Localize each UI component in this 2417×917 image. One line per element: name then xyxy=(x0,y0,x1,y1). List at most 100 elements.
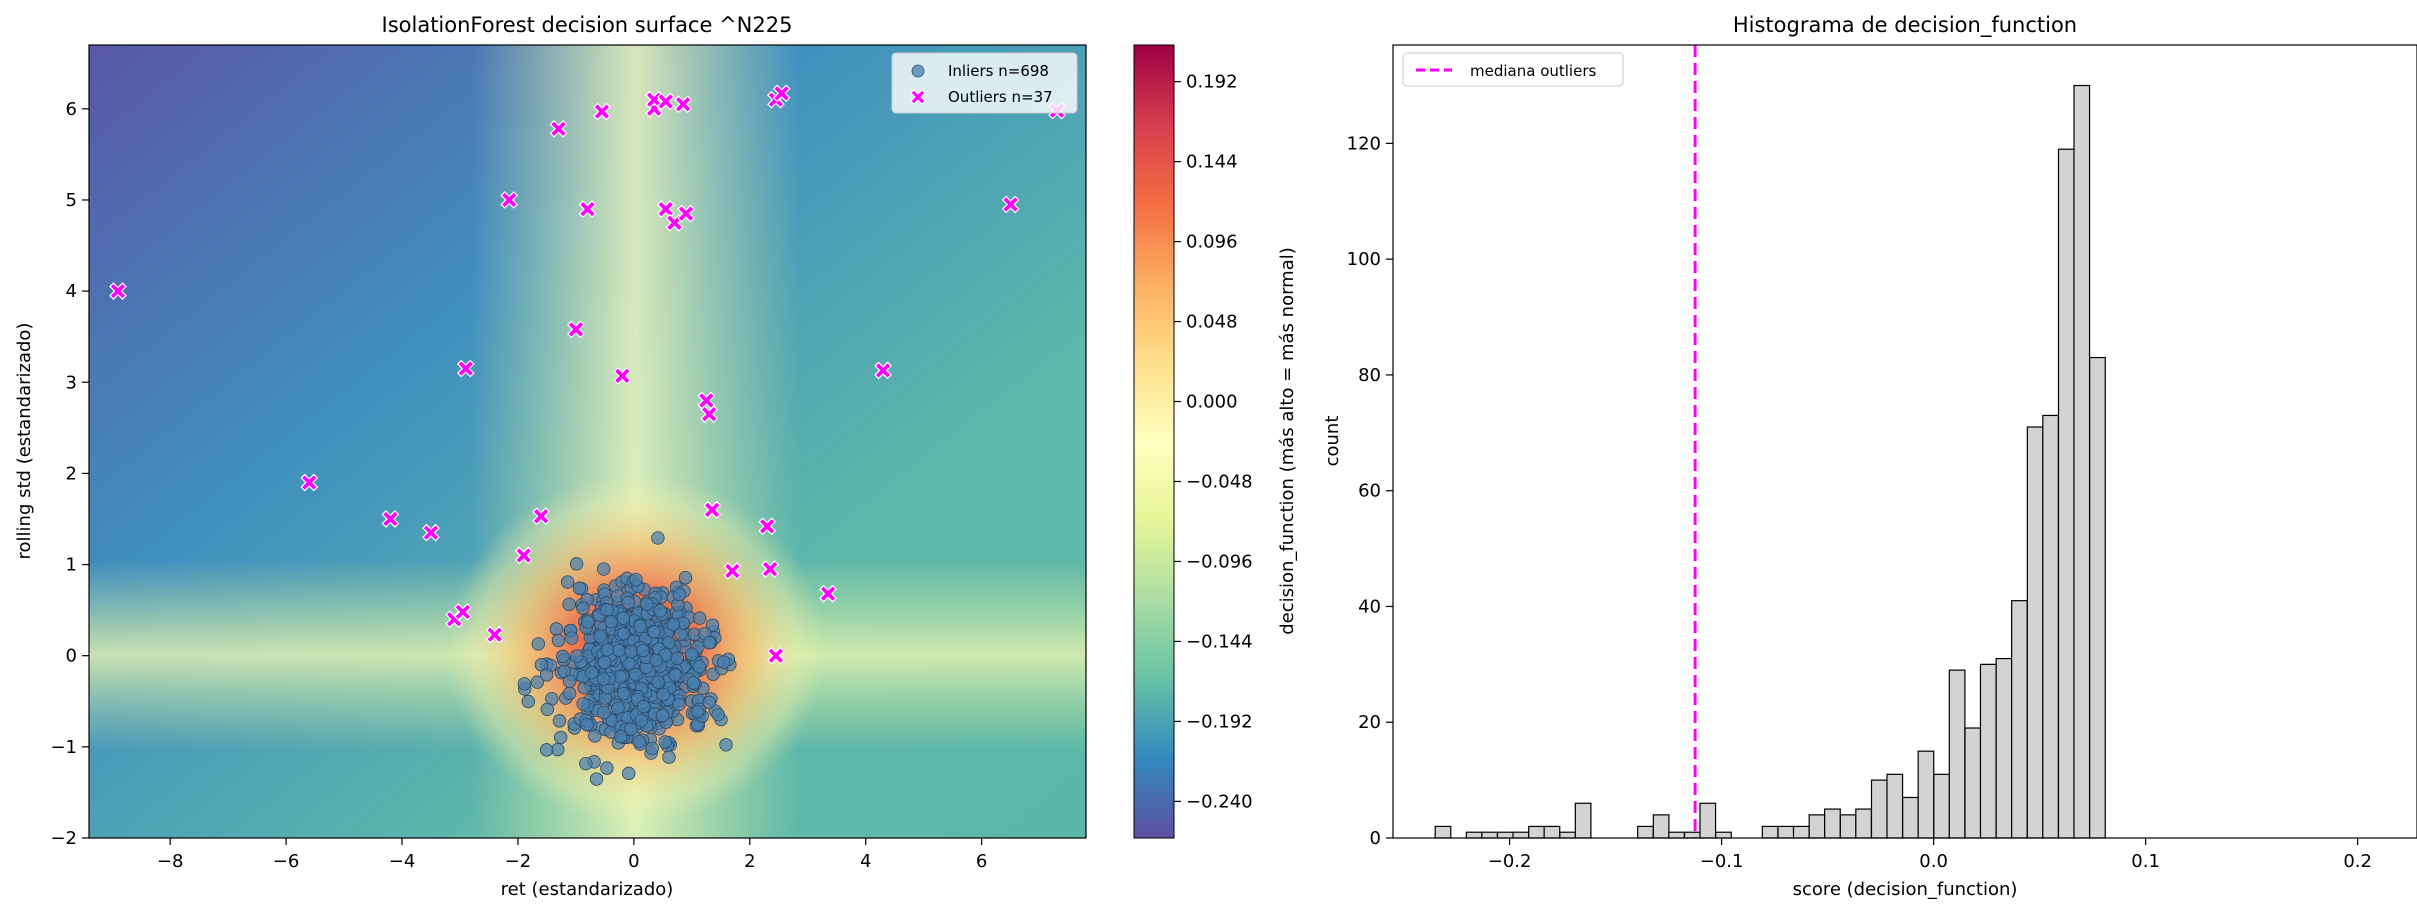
left-y-tick-label: 1 xyxy=(66,555,77,576)
left-axes: −8 −6 −4 −2 0 2 4 6 −2 −1 0 1 2 3 4 5 6 xyxy=(50,99,987,872)
right-axes: −0.2 −0.1 0.0 0.1 0.2 0 20 40 60 80 100 120 xyxy=(1347,133,2372,872)
inlier-point xyxy=(612,643,626,658)
inlier-point xyxy=(719,738,733,752)
outlier-point xyxy=(485,625,504,644)
outlier-point xyxy=(697,391,716,410)
outlier-point xyxy=(772,84,791,103)
outlier-point xyxy=(613,367,632,385)
colorbar-tick-label: 0.000 xyxy=(1186,392,1238,413)
right-x-tick-label: 0.0 xyxy=(1919,851,1948,872)
inlier-point xyxy=(613,729,628,744)
inlier-point xyxy=(640,597,654,611)
right-chart-title: Histograma de decision_function xyxy=(1733,13,2077,38)
left-y-tick-label: 6 xyxy=(66,99,77,120)
inlier-point xyxy=(622,766,636,781)
outlier-point xyxy=(677,204,695,223)
inlier-point xyxy=(633,619,647,633)
outlier-point xyxy=(656,92,675,111)
inlier-point xyxy=(597,706,611,720)
inlier-point xyxy=(600,761,614,775)
inlier-point xyxy=(624,644,638,659)
inlier-point xyxy=(645,741,659,756)
histogram-bar xyxy=(1948,669,1966,839)
histogram-bar xyxy=(2073,84,2091,839)
colorbar-tick-label: −0.144 xyxy=(1186,631,1253,652)
inlier-point xyxy=(576,697,590,711)
histogram-bar xyxy=(1715,831,1732,839)
outlier-point xyxy=(874,361,892,380)
outlier-point xyxy=(549,120,568,138)
histogram-bar xyxy=(1574,802,1592,839)
inlier-point xyxy=(624,722,638,736)
left-x-tick-label: −2 xyxy=(505,851,532,872)
inlier-point xyxy=(649,653,663,668)
right-y-tick-label: 40 xyxy=(1358,596,1381,617)
inlier-point xyxy=(711,707,725,722)
histogram-bar xyxy=(1824,808,1841,839)
left-legend: Inliers n=698 Outliers n=37 xyxy=(891,52,1078,114)
right-y-axis-label: count xyxy=(1322,416,1343,467)
left-y-tick-label: 3 xyxy=(66,372,77,393)
inlier-point xyxy=(672,587,687,602)
histogram-bars xyxy=(1434,84,2106,839)
colorbar-tick-label: −0.096 xyxy=(1186,551,1253,572)
histogram-bar xyxy=(2026,426,2044,839)
inlier-point xyxy=(531,637,546,651)
inlier-point xyxy=(617,626,631,641)
inlier-point xyxy=(596,562,611,576)
decision-surface-plot xyxy=(89,45,1086,838)
inlier-point xyxy=(551,742,565,757)
right-y-tick-label: 80 xyxy=(1358,365,1381,386)
legend-outlier-marker xyxy=(910,89,926,105)
histogram-bar xyxy=(2042,414,2059,839)
inlier-point xyxy=(692,611,707,625)
inlier-point xyxy=(597,655,612,670)
colorbar-tick-label: −0.048 xyxy=(1186,471,1253,492)
outlier-point xyxy=(819,584,837,603)
inlier-point xyxy=(621,596,636,610)
outlier-point xyxy=(593,102,611,121)
inlier-point xyxy=(685,647,699,662)
left-x-tick-label: −4 xyxy=(389,851,416,872)
right-plot-frame xyxy=(1392,44,2417,839)
histogram-bar xyxy=(1886,773,1904,839)
colorbar-ticks: 0.192 0.144 0.096 0.048 0.000 −0.048 −0.096 −0.… xyxy=(1174,72,1253,812)
inlier-point xyxy=(678,571,693,585)
right-y-tick-label: 60 xyxy=(1358,481,1381,502)
outlier-point xyxy=(656,200,675,218)
inlier-point xyxy=(668,668,683,682)
inlier-point xyxy=(593,629,607,644)
inlier-point xyxy=(551,633,566,648)
inlier-point xyxy=(717,655,731,669)
outlier-point xyxy=(767,646,785,665)
inlier-point xyxy=(530,675,545,689)
left-x-tick-label: 2 xyxy=(744,851,755,872)
inlier-point xyxy=(616,611,631,625)
inlier-point xyxy=(552,714,567,728)
outliers-points xyxy=(109,84,1066,665)
left-x-tick-label: −8 xyxy=(157,851,184,872)
inlier-point xyxy=(662,750,676,764)
histogram-bar xyxy=(1543,825,1561,839)
histogram-bar xyxy=(1855,808,1872,839)
histogram-bar xyxy=(2089,356,2106,839)
histogram-bar xyxy=(1496,831,1514,839)
outlier-point xyxy=(422,523,440,542)
right-x-tick-label: 0.1 xyxy=(2131,851,2160,872)
left-y-tick-label: −1 xyxy=(50,737,77,758)
histogram-bar xyxy=(1777,825,1795,839)
inlier-point xyxy=(549,622,564,636)
inlier-point xyxy=(647,625,661,639)
histogram-bar xyxy=(1870,779,1888,839)
histogram-bar xyxy=(1933,773,1951,839)
inlier-point xyxy=(692,660,707,674)
inlier-point xyxy=(672,697,686,712)
colorbar-tick-label: 0.096 xyxy=(1186,232,1238,253)
outlier-point xyxy=(674,95,692,114)
inlier-point xyxy=(670,651,685,666)
inlier-point xyxy=(636,643,650,658)
inlier-point xyxy=(655,708,670,723)
right-x-tick-label: 0.2 xyxy=(2343,851,2372,872)
inlier-point xyxy=(580,717,594,732)
